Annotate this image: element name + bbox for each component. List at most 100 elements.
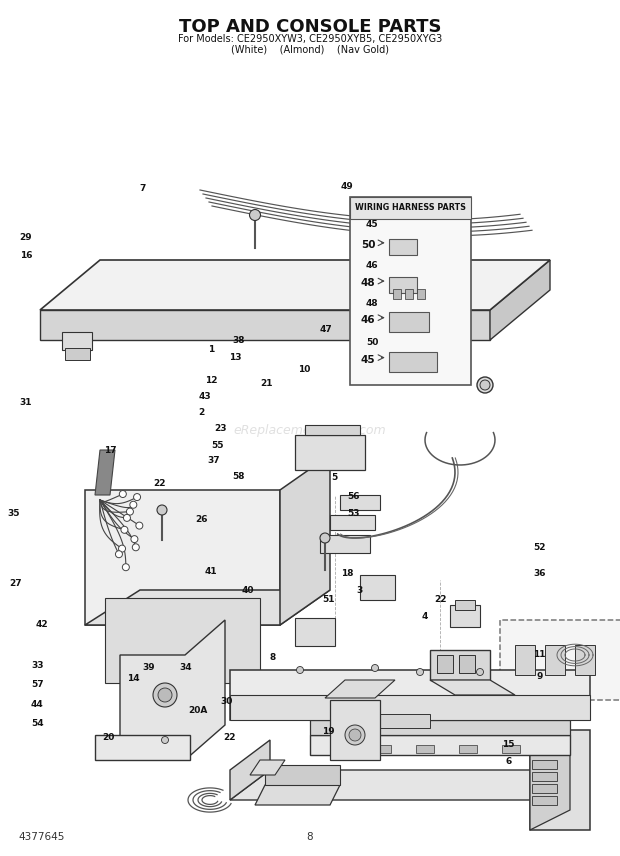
Text: 36: 36 — [533, 569, 546, 578]
Bar — [575, 645, 595, 675]
Text: 41: 41 — [205, 568, 217, 576]
Circle shape — [153, 683, 177, 707]
Text: For Models: CE2950XYW3, CE2950XYB5, CE2950XYG3: For Models: CE2950XYW3, CE2950XYB5, CE29… — [178, 34, 442, 44]
Text: 10: 10 — [298, 366, 310, 374]
Circle shape — [345, 725, 365, 745]
Bar — [532, 772, 557, 781]
Text: 18: 18 — [341, 569, 353, 578]
Circle shape — [480, 380, 490, 390]
Text: 26: 26 — [195, 515, 208, 524]
Circle shape — [119, 490, 126, 497]
Polygon shape — [330, 700, 380, 760]
Bar — [65, 348, 90, 360]
Bar — [515, 645, 535, 675]
Text: 23: 23 — [214, 424, 226, 432]
Polygon shape — [325, 680, 395, 698]
Text: 9: 9 — [536, 672, 542, 681]
Text: 22: 22 — [434, 595, 446, 603]
Text: 16: 16 — [20, 251, 32, 259]
Polygon shape — [95, 735, 190, 760]
Text: 50: 50 — [366, 338, 378, 347]
Bar — [360, 575, 395, 600]
Text: 6: 6 — [505, 758, 511, 766]
Polygon shape — [230, 695, 590, 720]
Circle shape — [158, 688, 172, 702]
Circle shape — [477, 377, 493, 393]
Polygon shape — [530, 710, 570, 830]
Bar — [389, 239, 417, 255]
Bar — [320, 535, 370, 553]
Polygon shape — [230, 670, 590, 720]
Bar — [455, 600, 475, 610]
Bar — [416, 745, 434, 753]
Text: WIRING HARNESS PARTS: WIRING HARNESS PARTS — [355, 204, 466, 212]
Circle shape — [118, 545, 125, 552]
Bar — [459, 655, 475, 673]
Text: 13: 13 — [229, 354, 242, 362]
Polygon shape — [230, 770, 580, 800]
Bar — [532, 784, 557, 793]
Text: 56: 56 — [347, 492, 360, 501]
Polygon shape — [430, 680, 515, 695]
Text: 45: 45 — [366, 220, 378, 229]
Text: 47: 47 — [319, 325, 332, 334]
Text: 46: 46 — [366, 261, 378, 270]
Bar — [330, 745, 348, 753]
Text: 34: 34 — [180, 663, 192, 672]
Text: 1: 1 — [208, 345, 214, 354]
Circle shape — [249, 210, 260, 221]
Text: TOP AND CONSOLE PARTS: TOP AND CONSOLE PARTS — [179, 18, 441, 36]
Bar — [305, 425, 360, 435]
Bar — [373, 745, 391, 753]
Circle shape — [157, 505, 167, 515]
Polygon shape — [85, 590, 330, 625]
Polygon shape — [310, 735, 570, 755]
Bar — [105, 598, 260, 683]
Bar — [389, 277, 417, 293]
Circle shape — [122, 564, 130, 571]
Bar — [389, 312, 428, 331]
Text: 45: 45 — [361, 354, 375, 365]
Text: 44: 44 — [31, 700, 43, 709]
Bar — [295, 435, 365, 470]
Text: 20A: 20A — [188, 706, 208, 715]
Circle shape — [296, 667, 304, 674]
Circle shape — [349, 729, 361, 741]
Circle shape — [133, 494, 141, 501]
Polygon shape — [95, 450, 115, 495]
Polygon shape — [250, 760, 285, 775]
Text: 54: 54 — [31, 719, 43, 728]
Polygon shape — [120, 620, 225, 760]
Bar — [532, 760, 557, 769]
Bar — [389, 352, 436, 372]
Circle shape — [161, 736, 169, 744]
Text: 4377645: 4377645 — [18, 832, 64, 842]
Circle shape — [115, 550, 122, 558]
Text: 3: 3 — [356, 586, 363, 595]
Circle shape — [131, 536, 138, 543]
Text: 58: 58 — [232, 473, 245, 481]
Polygon shape — [255, 785, 340, 805]
Text: 4: 4 — [422, 612, 428, 621]
Bar — [405, 289, 413, 299]
Text: 33: 33 — [31, 662, 43, 670]
Circle shape — [123, 514, 130, 521]
Bar — [62, 332, 92, 350]
Text: 57: 57 — [31, 681, 43, 689]
Bar — [330, 515, 375, 530]
Text: 11: 11 — [533, 651, 546, 659]
Text: 40: 40 — [242, 586, 254, 595]
Text: 52: 52 — [533, 544, 546, 552]
Text: 8: 8 — [307, 832, 313, 842]
Polygon shape — [280, 455, 330, 625]
Text: 22: 22 — [154, 479, 166, 488]
Text: 2: 2 — [198, 408, 205, 417]
Circle shape — [121, 526, 128, 533]
Text: 5: 5 — [332, 473, 338, 482]
Text: 49: 49 — [341, 182, 353, 191]
Text: eReplacementParts.com: eReplacementParts.com — [234, 424, 386, 437]
Circle shape — [126, 508, 133, 515]
Text: 30: 30 — [220, 698, 232, 706]
Text: 19: 19 — [322, 728, 335, 736]
Text: 51: 51 — [322, 595, 335, 603]
